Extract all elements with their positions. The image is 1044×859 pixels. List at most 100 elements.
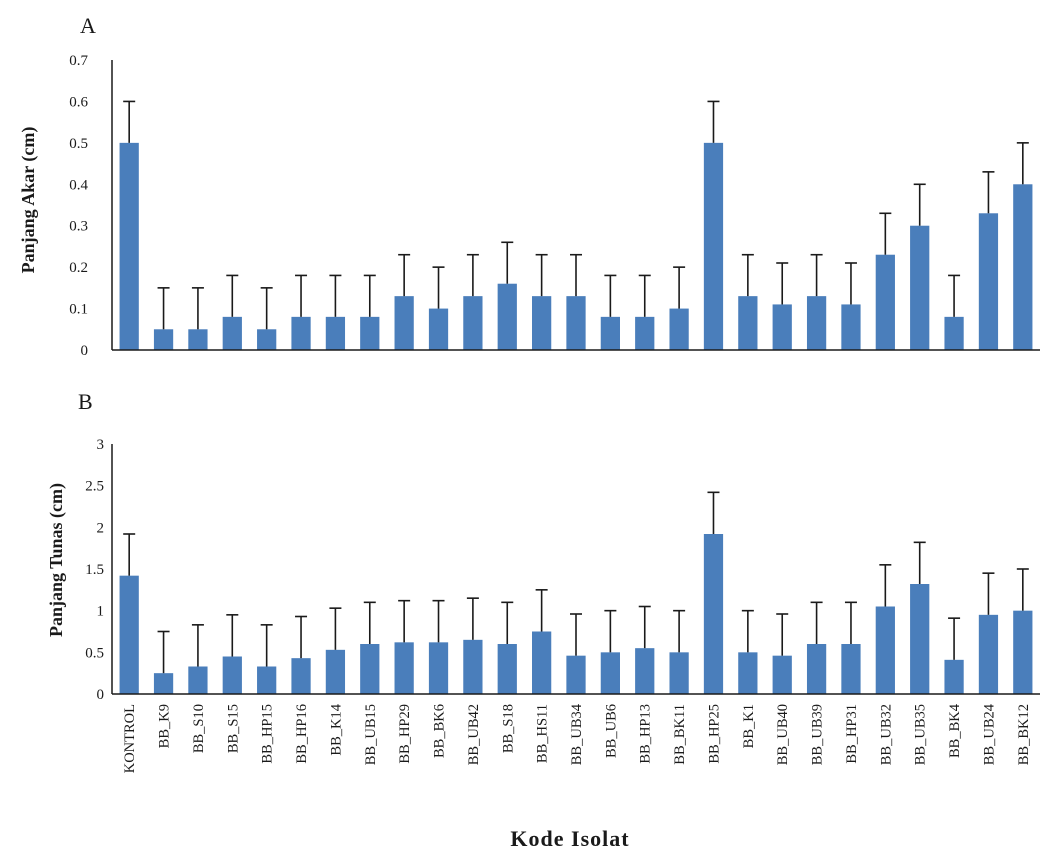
panel-a-bar xyxy=(257,329,277,350)
panel-b-y-tick-label: 2 xyxy=(97,520,105,536)
panel-a-y-tick-label: 0.7 xyxy=(69,53,88,69)
panel-b-bar xyxy=(119,575,139,694)
x-tick-label: BB_BK11 xyxy=(672,704,688,765)
panel-b-bar xyxy=(772,655,792,694)
panel-a-bar xyxy=(463,296,483,350)
x-tick-label: BB_BK4 xyxy=(947,703,963,758)
panel-b-bar xyxy=(222,656,242,694)
panel-a-bar xyxy=(841,304,861,350)
panel-b-y-tick-label: 1.5 xyxy=(85,562,104,578)
x-tick-label: BB_HP29 xyxy=(397,704,413,764)
panel-a-bar xyxy=(188,329,208,350)
panel-a-y-ticks: 0 0.1 0.2 0.3 0.4 0.5 0.6 0.7 xyxy=(69,53,88,359)
x-tick-label: BB_HP25 xyxy=(706,704,722,764)
panel-b-y-axis-title: Panjang Tunas (cm) xyxy=(46,483,67,637)
panel-b-y-tick-label: 0 xyxy=(97,687,105,703)
panel-a-bars xyxy=(119,142,1033,350)
x-tick-label: BB_UB32 xyxy=(878,704,894,765)
panel-a-bar xyxy=(806,296,827,350)
panel-a-bar xyxy=(222,316,242,350)
panel-b-bar xyxy=(1013,610,1033,694)
panel-b-y-tick-label: 1 xyxy=(97,604,105,620)
panel-b-bar xyxy=(875,606,895,694)
panel-b-bar xyxy=(360,644,380,694)
x-tick-label: BB_UB42 xyxy=(466,704,482,765)
x-tick-labels: KONTROL BB_K9 BB_S10 BB_S15 BB_HP15 BB_HP16 BB… xyxy=(122,703,1032,773)
x-tick-label: BB_UB39 xyxy=(810,704,826,765)
panel-a-bar xyxy=(119,142,139,350)
panel-a-bar xyxy=(291,316,311,350)
panel-a-y-tick-label: 0.5 xyxy=(69,136,88,152)
panel-b-bar xyxy=(944,659,964,694)
x-tick-label: BB_UB35 xyxy=(913,704,929,765)
x-tick-label: BB_K9 xyxy=(157,704,173,748)
panel-b-bar xyxy=(635,648,655,694)
panel-b-bar xyxy=(188,666,208,694)
x-tick-label: BB_K1 xyxy=(741,704,757,748)
panel-b-bar xyxy=(394,642,414,694)
panel-a-bar xyxy=(910,225,930,350)
x-tick-label: BB_UB15 xyxy=(363,704,379,765)
panel-b-bar xyxy=(806,644,827,694)
x-tick-label: BB_S15 xyxy=(225,704,241,753)
x-tick-label: BB_UB34 xyxy=(569,703,585,765)
panel-b-bar xyxy=(532,631,552,694)
panel-a-y-axis-title: Panjang Akar (cm) xyxy=(18,127,39,274)
panel-a-bar xyxy=(772,304,792,350)
x-tick-label: BB_BK12 xyxy=(1016,704,1032,765)
x-tick-label: BB_BK6 xyxy=(432,704,448,758)
x-tick-label: BB_UB40 xyxy=(775,704,791,765)
panel-b-letter: B xyxy=(78,389,93,414)
panel-a: A Panjang Akar (cm) 00.10.20.30.40.50.60… xyxy=(18,13,1040,359)
panel-a-bar xyxy=(532,296,552,350)
panel-b-bar xyxy=(669,652,689,694)
panel-b-bar xyxy=(703,534,724,694)
panel-a-y-tick-label: 0.4 xyxy=(69,177,88,193)
panel-a-letter: A xyxy=(80,13,96,38)
panel-a-y-tick-label: 0.1 xyxy=(69,302,88,318)
panel-a-bar xyxy=(325,316,346,350)
x-tick-label: BB_HP13 xyxy=(638,704,654,764)
panel-a-bar xyxy=(566,296,586,350)
panel-b-bar xyxy=(463,639,483,694)
panel-b-y-tick-label: 0.5 xyxy=(85,645,104,661)
panel-a-bar xyxy=(394,296,414,350)
x-tick-label: BB_S10 xyxy=(191,704,207,753)
panel-a-bar xyxy=(600,316,620,350)
panel-a-bar xyxy=(944,316,964,350)
panel-b-bar xyxy=(600,652,620,694)
panel-a-bar xyxy=(153,329,174,350)
panel-a-bar xyxy=(978,213,999,350)
x-tick-label: BB_HP31 xyxy=(844,704,860,764)
panel-b-bar xyxy=(325,649,346,694)
panel-b-y-tick-label: 2.5 xyxy=(85,479,104,495)
panel-a-y-tick-label: 0.6 xyxy=(69,94,88,110)
x-axis-title: Kode Isolat xyxy=(510,826,629,851)
x-tick-label: BB_HP16 xyxy=(294,704,310,764)
panel-a-bar xyxy=(428,308,449,350)
panel-b-bar xyxy=(497,644,517,694)
panel-a-y-tick-label: 0.3 xyxy=(69,219,88,235)
x-tick-label: BB_UB24 xyxy=(981,703,997,765)
panel-b-bar xyxy=(153,673,174,694)
x-tick-label: BB_S18 xyxy=(500,704,516,753)
panel-a-error-bars xyxy=(123,100,1029,330)
panel-b-bar xyxy=(291,658,311,694)
x-tick-label: BB_K14 xyxy=(328,703,344,755)
panel-a-bar xyxy=(635,316,655,350)
panel-a-bar xyxy=(703,142,724,350)
panel-a-y-tick-label: 0.2 xyxy=(69,260,88,276)
x-tick-label: KONTROL xyxy=(122,704,138,773)
panel-b-bar xyxy=(428,642,449,694)
panel-a-bar xyxy=(360,316,380,350)
panel-b: B Panjang Tunas (cm) 0 0.5 1 1.5 2 2.5 3 xyxy=(46,389,1040,703)
panel-b-error-bars xyxy=(123,491,1029,674)
panel-a-bar xyxy=(738,296,758,350)
panel-b-bar xyxy=(910,584,930,694)
panel-a-bar xyxy=(497,283,517,350)
panel-a-y-tick-label: 0 xyxy=(81,343,89,359)
panel-b-bar xyxy=(978,614,999,694)
panel-a-bar xyxy=(875,254,895,350)
panel-a-bar xyxy=(1013,184,1033,350)
